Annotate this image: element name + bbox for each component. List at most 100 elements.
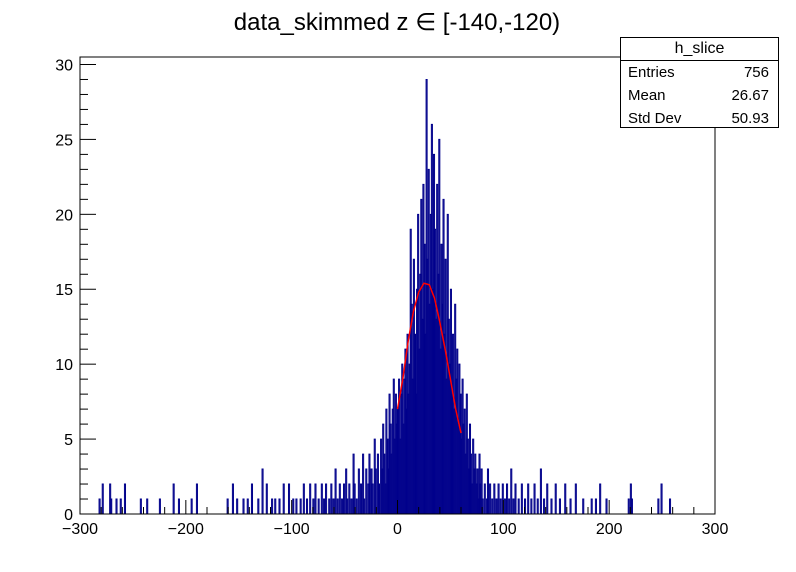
y-axis: 0 5 10 15 20 25 30	[55, 57, 96, 524]
histogram-bar	[190, 498, 193, 514]
histogram-bar	[172, 483, 175, 514]
histogram-bar	[508, 498, 511, 514]
histogram-bar	[346, 498, 349, 514]
histogram-bar	[668, 498, 672, 514]
x-tick-label: 100	[490, 521, 517, 538]
histogram-bar	[569, 498, 572, 514]
histogram-bar	[330, 483, 333, 514]
y-tick-label: 20	[55, 207, 73, 224]
histogram-bar	[309, 483, 312, 514]
histogram-bar	[299, 498, 302, 514]
histogram-bar	[110, 498, 113, 514]
histogram-bar	[395, 423, 398, 514]
stats-value: 756	[743, 64, 769, 81]
histogram-bar	[520, 483, 523, 514]
stats-row-mean: Mean 26.67	[621, 84, 778, 107]
histogram-bar	[510, 468, 513, 514]
histogram-bar	[495, 498, 498, 514]
histogram-bar	[377, 483, 381, 514]
x-axis: −300 −200 −100 0 100 200 300	[62, 500, 728, 538]
histogram-bar	[481, 498, 484, 514]
histogram-bar	[320, 483, 323, 514]
histogram-bar	[274, 498, 277, 514]
histogram-bar	[292, 498, 295, 514]
histogram-bar	[355, 498, 358, 514]
histogram-bar	[503, 498, 506, 514]
histogram-bar	[493, 483, 496, 514]
histogram-bar	[345, 468, 348, 514]
stats-value: 26.67	[731, 87, 769, 104]
histogram-bar	[517, 498, 520, 514]
histogram-bar	[278, 498, 281, 514]
histogram-bar	[305, 498, 309, 514]
stats-row-entries: Entries 756	[621, 61, 778, 84]
histogram-bar	[514, 483, 517, 514]
histogram-bars	[98, 78, 672, 514]
stats-row-std-dev: Std Dev 50.93	[621, 107, 778, 130]
stats-label: Entries	[628, 64, 675, 81]
histogram-bar	[438, 138, 441, 514]
histogram-bar	[660, 483, 663, 514]
histogram-bar	[524, 498, 527, 514]
histogram-bar	[499, 498, 502, 514]
histogram-bar	[506, 483, 509, 514]
histogram-bar	[550, 498, 553, 514]
histogram-bar	[226, 498, 229, 514]
y-tick-label: 5	[64, 432, 73, 449]
histogram-bar	[322, 498, 325, 514]
stats-value: 50.93	[731, 110, 769, 127]
y-tick-label: 15	[55, 282, 73, 299]
histogram-bar	[489, 483, 492, 514]
histogram-bar	[590, 498, 593, 514]
histogram-bar	[359, 483, 363, 514]
histogram-bar	[101, 483, 104, 514]
x-tick-label: −300	[62, 521, 98, 538]
histogram-bar	[630, 498, 633, 514]
histogram-bar	[368, 453, 371, 514]
stats-label: Mean	[628, 87, 666, 104]
stats-label: Std Dev	[628, 110, 682, 127]
histogram-bar	[476, 468, 479, 514]
histogram-bar	[271, 498, 274, 514]
histogram-bar	[365, 468, 368, 514]
histogram-bar	[332, 498, 335, 514]
histogram-bar	[348, 483, 351, 514]
histogram-bar	[554, 483, 557, 514]
histogram-bar	[657, 498, 660, 514]
histogram-bar	[483, 483, 486, 514]
stats-box: h_slice Entries 756 Mean 26.67 Std Dev 5…	[620, 37, 779, 128]
histogram-bar	[257, 498, 260, 514]
histogram-bar	[317, 498, 320, 514]
histogram-bar	[486, 468, 490, 514]
histogram-bar	[582, 498, 585, 514]
histogram-bar	[353, 483, 356, 514]
histogram-bar	[195, 483, 198, 514]
histogram-bar	[363, 498, 366, 514]
histogram-bar	[98, 498, 101, 514]
histogram-bar	[177, 498, 180, 514]
stats-title: h_slice	[621, 38, 778, 61]
y-tick-label: 10	[55, 357, 73, 374]
fit-line	[396, 282, 462, 434]
histogram-bar	[250, 483, 254, 514]
histogram-bar	[533, 483, 536, 514]
histogram-bar	[564, 483, 567, 514]
histogram-bar	[246, 498, 249, 514]
histogram-bar	[530, 498, 533, 514]
y-tick-label: 0	[64, 507, 73, 524]
histogram-bar	[497, 483, 500, 514]
histogram-bar	[543, 498, 546, 514]
histogram-bar	[314, 483, 317, 514]
histogram-bar	[527, 483, 530, 514]
histogram-bar	[146, 498, 149, 514]
histogram-bar	[362, 453, 365, 514]
histogram-bar	[491, 498, 494, 514]
histogram-bar	[287, 483, 291, 514]
histogram-bar	[343, 483, 346, 514]
y-tick-label: 25	[55, 132, 73, 149]
histogram-bar	[231, 483, 234, 514]
x-tick-label: 0	[393, 521, 402, 538]
histogram-bar	[139, 498, 142, 514]
histogram-bar	[261, 468, 264, 514]
histogram-bar	[119, 498, 122, 514]
